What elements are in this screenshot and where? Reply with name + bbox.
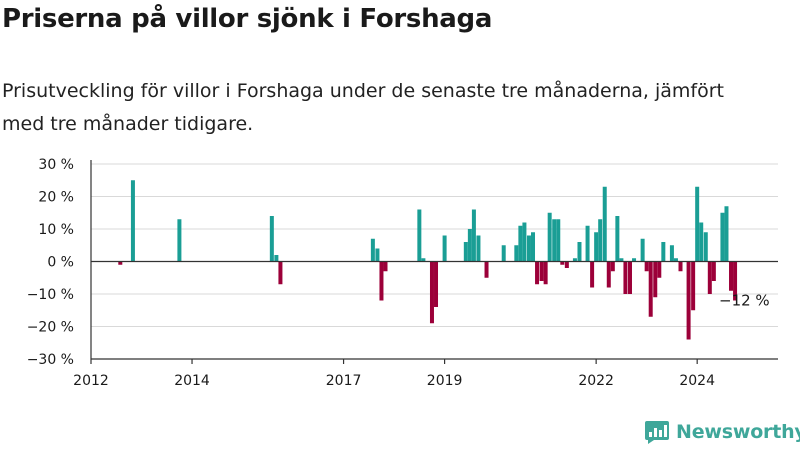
bar [278,261,283,285]
bar [720,212,725,262]
bar [585,225,590,262]
bar [518,225,523,262]
bar [577,242,582,262]
bar [118,261,123,265]
x-tick-label: 2014 [174,373,210,389]
bar [644,261,649,272]
y-tick-label: −30 % [27,352,74,368]
bar [560,261,565,265]
bar [375,248,380,262]
bar [370,238,375,262]
bar [691,261,696,311]
x-tick-label: 2012 [73,373,109,389]
y-tick-label: 10 % [38,222,74,238]
bar [442,235,447,262]
bar [543,261,548,285]
bar [686,261,691,340]
bar [463,242,468,262]
x-tick-label: 2017 [326,373,362,389]
bar [379,261,384,301]
x-tick-label: 2022 [578,373,614,389]
bar [598,219,603,262]
bar [695,186,700,262]
bar [623,261,628,294]
bar [669,245,674,262]
bar [547,212,552,262]
bar [661,242,666,262]
bar [615,216,620,262]
bar [610,261,615,272]
bar [526,235,531,262]
bar [434,261,439,307]
y-tick-label: −10 % [27,287,74,303]
newsworthy-logo-icon [645,421,669,444]
bar [594,232,599,262]
bar [627,261,632,294]
bar [467,229,472,262]
x-tick-label: 2024 [679,373,715,389]
bars [118,180,738,340]
bar [619,258,624,262]
bar [707,261,712,294]
bar [531,232,536,262]
bar [653,261,658,298]
annotation-label: −12 % [719,292,770,310]
bar [648,261,653,317]
bar [274,255,279,262]
bar [522,222,527,262]
bar [590,261,595,288]
bar [514,245,519,262]
bar [471,209,476,262]
bar [383,261,388,272]
bar [602,186,607,262]
bar [703,232,708,262]
bar [501,245,506,262]
bar [657,261,662,278]
chart-title: Priserna på villor sjönk i Forshaga [2,4,493,34]
bar [729,261,734,291]
y-tick-label: 0 % [47,255,74,271]
bar [476,235,481,262]
bar [572,258,577,262]
bar [678,261,683,272]
bar [733,261,738,301]
bar [632,258,637,262]
tick-labels: −30 % −20 % −10 % 0 % 10 % 20 % 30 % 2012 2014 20… [27,157,770,389]
bar [421,258,426,262]
bar [673,258,678,262]
bar [535,261,540,285]
newsworthy-logo: Newsworthy [644,419,800,445]
y-tick-label: 30 % [38,157,74,173]
bar [606,261,611,288]
bar [417,209,422,262]
bar [539,261,544,281]
chart-subtitle: Prisutveckling för villor i Forshaga und… [2,80,724,135]
y-tick-label: −20 % [27,320,74,336]
bar [640,238,645,262]
bar [130,180,135,262]
bar [552,219,557,262]
bar [724,206,729,262]
bar [269,216,274,262]
bar [177,219,182,262]
y-tick-label: 20 % [38,190,74,206]
bar [699,222,704,262]
bar [429,261,434,324]
bar [564,261,569,268]
axes [90,160,778,364]
bar [484,261,489,278]
brand-name: Newsworthy [676,421,800,443]
bar [556,219,561,262]
x-tick-label: 2019 [427,373,463,389]
bar [711,261,716,281]
